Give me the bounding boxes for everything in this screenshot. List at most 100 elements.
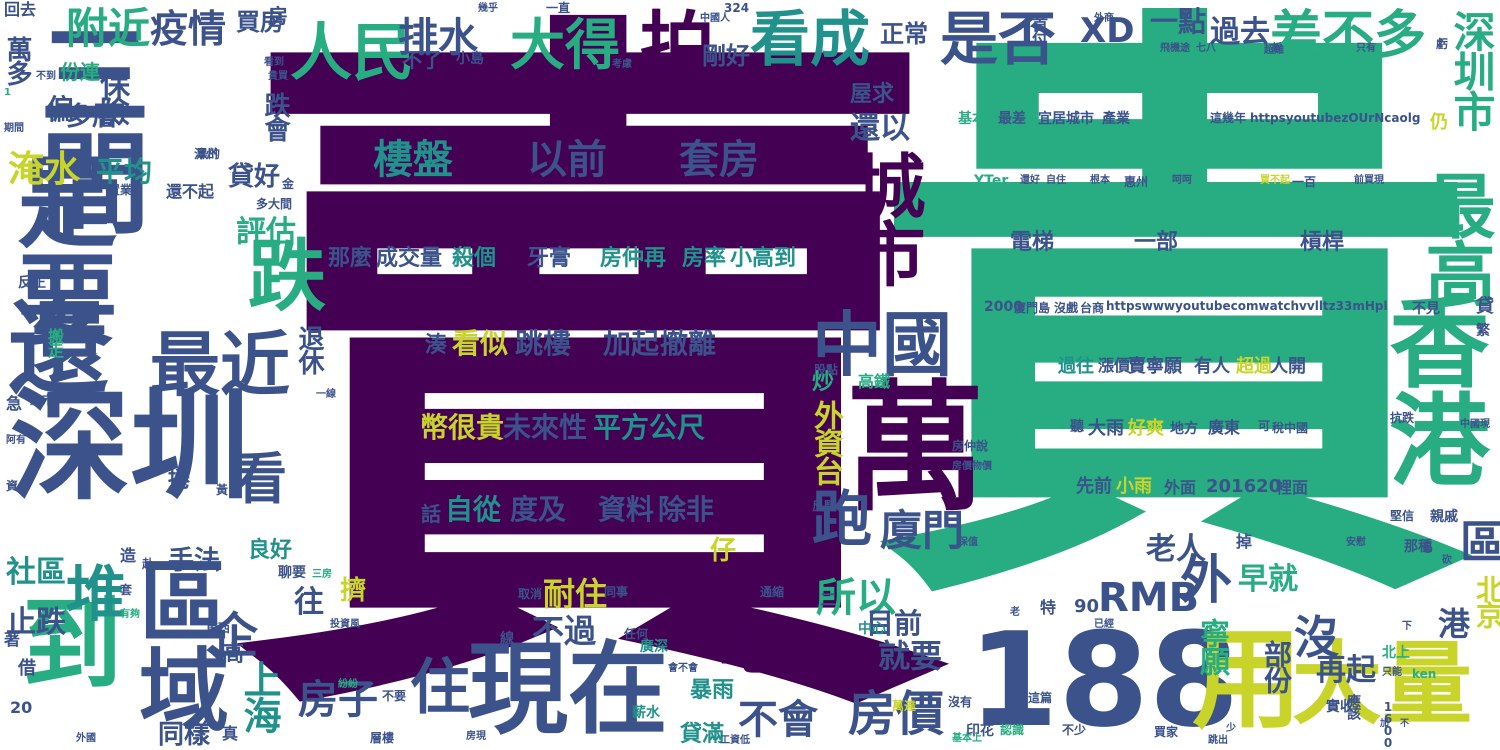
cloud-word: 不到 — [36, 71, 56, 82]
cloud-word: 最近 — [150, 324, 290, 406]
cloud-word: 房仲再 — [600, 246, 667, 271]
cloud-word: 跌 — [248, 232, 327, 322]
cloud-word: 沒 — [1294, 611, 1340, 664]
cloud-word: 港 — [1438, 605, 1471, 643]
cloud-word: 保險 — [94, 68, 129, 124]
cloud-word: 往 — [294, 585, 324, 620]
cloud-word: 人民 — [290, 16, 415, 89]
cloud-word: 基本上 — [952, 733, 982, 744]
cloud-word: 廈門島 — [1014, 301, 1051, 315]
cloud-word: 三房 — [312, 569, 332, 580]
cloud-word: 企 — [210, 608, 259, 664]
cloud-word: 資 — [6, 479, 19, 493]
cloud-word: 期間 — [4, 123, 24, 134]
cloud-word: 自住 — [1046, 175, 1066, 186]
cloud-word: 那種 — [1404, 539, 1432, 555]
cloud-word: 老 — [1010, 607, 1020, 618]
cloud-word: 殺個 — [452, 246, 497, 271]
cloud-word: 20 — [10, 698, 33, 717]
cloud-word: 貴買 — [268, 71, 288, 82]
cloud-word: 到 — [22, 586, 122, 703]
cloud-word: 深圳市 — [1447, 10, 1496, 130]
cloud-word: 324 — [724, 1, 750, 15]
cloud-word: 不 — [1400, 719, 1410, 729]
cloud-word: 跑 — [812, 485, 872, 555]
cloud-word: 看 — [232, 447, 288, 511]
cloud-word: 中國 — [812, 304, 952, 386]
cloud-word: 房市 — [30, 393, 55, 407]
cloud-word: 根本 — [1090, 175, 1110, 186]
cloud-word: 度及 — [510, 493, 567, 526]
cloud-word: 東西 — [206, 621, 231, 635]
cloud-word: 不過 — [532, 612, 597, 650]
cloud-word: 多層 — [66, 102, 119, 132]
cloud-word: 先前 — [1076, 476, 1112, 497]
cloud-word: 認識 — [1000, 723, 1025, 737]
cloud-word: 外國 — [76, 733, 96, 744]
cloud-word: 一部 — [1134, 230, 1179, 255]
cloud-word: 考慮 — [612, 59, 632, 70]
cloud-word: 跌會 — [260, 92, 290, 140]
cloud-word: 就要 — [878, 637, 943, 675]
cloud-word: 裡面 — [1276, 478, 1309, 497]
cloud-word: 1600 — [1381, 700, 1395, 748]
cloud-word: RMB — [1098, 575, 1200, 621]
cloud-word: 堆 — [66, 560, 126, 630]
cloud-word: 台商 — [1080, 301, 1105, 315]
cloud-word: XD — [1080, 11, 1135, 51]
cloud-word: 良好 — [248, 538, 293, 563]
cloud-word: 看到 — [264, 57, 284, 68]
cloud-word: 宜居城市 — [1038, 111, 1094, 127]
cloud-word: 再起 — [1316, 653, 1376, 688]
cloud-word: 深圳 — [10, 378, 250, 517]
cloud-word: 少 — [1226, 723, 1236, 734]
cloud-word: 這幾年 — [1210, 111, 1247, 125]
cloud-word: 捲 — [168, 468, 191, 493]
cloud-word: 區域 — [123, 555, 228, 731]
cloud-word: 房價 — [848, 686, 945, 742]
cloud-word: 漲價 — [1098, 356, 1131, 375]
cloud-word: 掉 — [1236, 532, 1253, 551]
cloud-word: 黃 — [216, 483, 229, 497]
cloud-word: 一點 — [1150, 5, 1207, 38]
cloud-word: 小雨 — [1116, 476, 1152, 497]
cloud-word: 同樣 — [158, 720, 211, 750]
cloud-word: 除非 — [658, 493, 715, 526]
cloud-word: 阿有 — [6, 435, 26, 446]
cloud-word: 有人 — [1194, 356, 1230, 377]
cloud-word: 擠 — [340, 576, 367, 606]
cloud-word: 套房 — [679, 137, 759, 183]
cloud-word: 安慰 — [1346, 537, 1366, 548]
cloud-word: 2000 — [984, 299, 1023, 315]
cloud-word: 任何 — [624, 627, 649, 641]
cloud-word: 還不起 — [166, 182, 215, 201]
cloud-word: 不要 — [382, 689, 407, 703]
cloud-word: 差不多 — [1270, 6, 1427, 66]
cloud-word: 201620 — [1206, 476, 1282, 497]
cloud-word: 以前 — [527, 137, 607, 183]
cloud-word: 暴雨 — [690, 678, 735, 703]
cloud-word: 著 — [4, 630, 21, 649]
cloud-word: 外面 — [1164, 478, 1197, 497]
cloud-word: 退休 — [294, 325, 324, 373]
cloud-word: 多大間 — [256, 197, 293, 211]
cloud-word: 小高到 — [730, 246, 797, 271]
cloud-word: 不見 — [1412, 301, 1440, 317]
cloud-word: 幣很貴 — [420, 411, 505, 444]
cloud-word: 不了 — [402, 48, 442, 72]
cloud-word: 房 — [268, 4, 288, 28]
cloud-word: 中國現 — [1460, 419, 1490, 430]
cloud-word: 房率 — [682, 246, 727, 271]
cloud-word-hero-expensive: 貴 — [870, 0, 1480, 674]
cloud-word: 高 — [222, 642, 245, 667]
cloud-word: 高鐵 — [858, 372, 891, 391]
cloud-word: 套 — [120, 583, 133, 597]
cloud-word: 黑的 — [196, 147, 221, 161]
cloud-word: 下 — [1402, 621, 1412, 632]
cloud-word: 過往 — [1058, 356, 1094, 377]
cloud-word: 砍 — [1442, 555, 1452, 566]
cloud-word: 前買現 — [1354, 175, 1384, 186]
cloud-word: httpswwwyoutubecomwatchvvlltz33mHpl — [1106, 299, 1388, 313]
cloud-word: 堅信 — [1390, 509, 1415, 523]
